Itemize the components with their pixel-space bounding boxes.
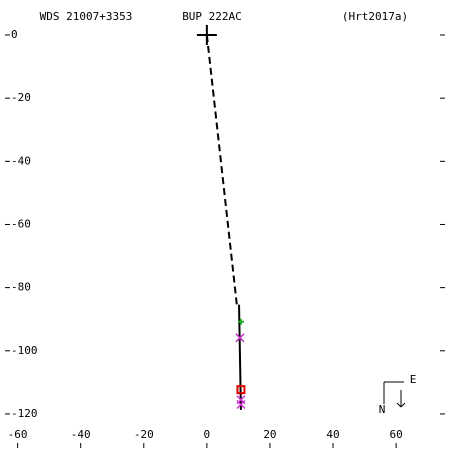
- compass-east: E: [410, 373, 417, 386]
- y-tick-label: -120: [11, 407, 38, 420]
- y-tick-label: -40: [11, 154, 31, 167]
- y-tick-label: -60: [11, 217, 31, 230]
- point: [236, 399, 246, 410]
- point: [196, 25, 217, 45]
- x-tick-label: -40: [71, 428, 91, 441]
- compass-north: N: [379, 403, 386, 416]
- compass: N E: [379, 373, 417, 416]
- x-tick-label: -20: [134, 428, 154, 441]
- x-tick-label: -60: [8, 428, 28, 441]
- y-tick-label: -20: [11, 91, 31, 104]
- chart-title: WDS 21007+3353: [40, 10, 133, 23]
- x-tick-label: 20: [263, 428, 276, 441]
- point: [235, 333, 245, 343]
- point: [237, 318, 244, 325]
- track-line: [205, 34, 238, 305]
- chart-subtitle: BUP 222AC: [182, 10, 242, 23]
- y-tick-label: 0: [11, 28, 18, 41]
- y-tick-label: -80: [11, 281, 31, 294]
- reference: (Hrt2017a): [342, 10, 408, 23]
- x-tick-label: 0: [204, 428, 211, 441]
- y-tick-label: -100: [11, 344, 38, 357]
- point: [236, 385, 246, 395]
- x-tick-label: 60: [389, 428, 402, 441]
- x-tick-label: 40: [326, 428, 339, 441]
